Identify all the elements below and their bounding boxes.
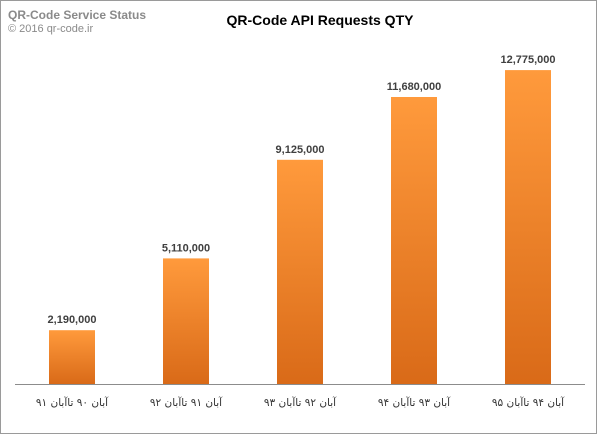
tick-labels-group: آبان ۹۰ تاآبان ۹۱ آبان ۹۱ تاآبان ۹۲ آبان ۹… xyxy=(36,396,565,409)
bar-3 xyxy=(277,159,323,384)
data-label-5: 12,775,000 xyxy=(500,54,555,66)
bar-1 xyxy=(49,330,95,384)
data-labels-group: 2,190,000 5,110,000 9,125,000 11,680,000 12,… xyxy=(48,54,556,326)
watermark-title: QR-Code Service Status xyxy=(8,8,147,22)
data-label-4: 11,680,000 xyxy=(387,81,441,93)
tick-label-2: آبان ۹۱ تاآبان ۹۲ xyxy=(150,396,223,409)
tick-label-3: آبان ۹۲ تاآبان ۹۳ xyxy=(264,396,337,409)
chart-title: QR-Code API Requests QTY xyxy=(226,12,414,28)
bar-2 xyxy=(163,258,209,384)
tick-label-5: آبان ۹۴ تاآبان ۹۵ xyxy=(492,396,565,409)
bar-5 xyxy=(505,70,551,384)
bar-4 xyxy=(391,97,437,384)
tick-label-1: آبان ۹۰ تاآبان ۹۱ xyxy=(36,396,109,409)
data-label-2: 5,110,000 xyxy=(162,242,210,254)
watermark-copyright: © 2016 qr-code.ir xyxy=(8,23,94,35)
data-label-3: 9,125,000 xyxy=(276,144,325,156)
tick-label-4: آبان ۹۳ تاآبان ۹۴ xyxy=(378,396,451,409)
data-label-1: 2,190,000 xyxy=(48,314,97,326)
watermark: QR-Code Service Status © 2016 qr-code.ir xyxy=(8,8,146,36)
bars-group xyxy=(49,70,551,384)
